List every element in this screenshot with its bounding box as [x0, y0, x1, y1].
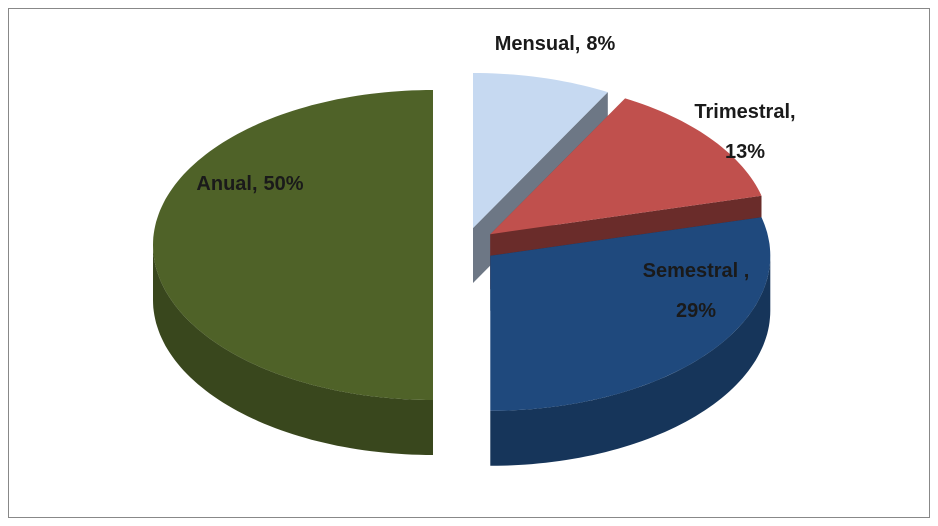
slice-top — [473, 73, 608, 228]
label-category: Semestral , — [643, 260, 750, 282]
pie-slice — [490, 217, 771, 466]
slice-side — [490, 255, 771, 466]
label-value: 8% — [586, 33, 615, 55]
label-value: 13% — [725, 141, 765, 163]
slice-side — [153, 245, 433, 455]
slice-top — [490, 98, 762, 235]
label-category: Trimestral, — [694, 101, 795, 123]
label-value: 50% — [264, 173, 304, 195]
label-category: Anual, — [196, 173, 257, 195]
data-label: Mensual, 8% — [495, 33, 616, 55]
label-value: 29% — [676, 300, 716, 322]
slice-top — [153, 90, 433, 400]
data-label: Anual, 50% — [196, 173, 303, 195]
data-label: Trimestral, 13% — [694, 101, 795, 163]
label-category: Mensual, — [495, 33, 581, 55]
slice-top — [490, 217, 771, 411]
data-label: Semestral , 29% — [643, 260, 750, 322]
pie-slice — [153, 90, 433, 455]
chart-frame — [8, 8, 930, 518]
